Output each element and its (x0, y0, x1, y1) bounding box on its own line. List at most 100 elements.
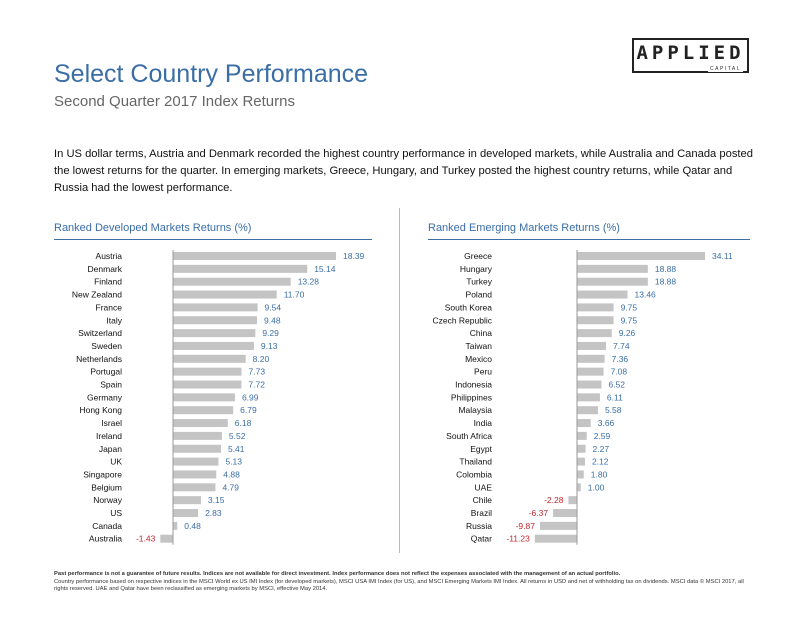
category-label: India (474, 418, 493, 428)
category-label: Malaysia (458, 405, 492, 415)
category-label: Philippines (451, 392, 492, 402)
value-label: 7.08 (611, 367, 628, 377)
bar-qatar (534, 534, 577, 543)
bar-hungary (577, 264, 648, 273)
bar-ireland (173, 431, 222, 440)
category-label: South Korea (445, 302, 493, 312)
category-label: Italy (106, 315, 122, 325)
bar-china (577, 329, 612, 338)
bar-belgium (173, 483, 216, 492)
bar-hong-kong (173, 406, 234, 415)
bar-south-africa (577, 431, 587, 440)
category-label: Thailand (459, 457, 492, 467)
value-label: 7.72 (248, 380, 265, 390)
value-label: 2.12 (592, 457, 609, 467)
category-label: Qatar (471, 534, 492, 544)
value-label: -11.23 (506, 534, 530, 544)
logo-word: APPLIED (636, 42, 745, 64)
bar-france (173, 303, 258, 312)
value-label: 13.28 (298, 277, 320, 287)
value-label: 6.11 (607, 392, 623, 402)
category-label: Turkey (466, 277, 492, 287)
category-label: Taiwan (466, 341, 493, 351)
value-label: 15.14 (314, 264, 336, 274)
category-label: Ireland (96, 431, 122, 441)
emerging-markets-plot: Greece 34.11 Hungary 18.88 Turkey 18.88 Poland… (432, 250, 733, 545)
value-label: 1.00 (588, 482, 605, 492)
value-label: 11.70 (284, 290, 305, 300)
bar-brazil (553, 509, 577, 517)
category-label: Indonesia (455, 380, 492, 390)
category-label: UAE (475, 482, 493, 492)
category-label: Austria (96, 251, 123, 261)
category-label: China (470, 328, 492, 338)
value-label: 2.59 (594, 431, 611, 441)
category-label: Norway (93, 495, 123, 505)
category-label: Poland (466, 290, 493, 300)
bar-philippines (577, 393, 600, 402)
bar-australia (160, 534, 173, 543)
bar-peru (577, 367, 604, 376)
category-label: UK (110, 457, 122, 467)
bar-turkey (577, 277, 648, 286)
value-label: 18.88 (655, 264, 677, 274)
bar-denmark (173, 264, 308, 273)
category-label: Belgium (91, 482, 122, 492)
category-label: Colombia (456, 469, 492, 479)
chart-title-rule (54, 239, 372, 240)
value-label: 9.26 (619, 328, 636, 338)
bar-singapore (173, 470, 217, 479)
bar-south-korea (577, 303, 614, 312)
bar-us (173, 509, 199, 517)
category-label: Denmark (88, 264, 123, 274)
bar-czech-republic (577, 316, 614, 325)
category-label: Greece (464, 251, 492, 261)
value-label: 9.48 (264, 315, 281, 325)
value-label: 4.88 (223, 469, 240, 479)
value-label: 6.52 (608, 380, 625, 390)
bar-portugal (173, 367, 242, 376)
disclaimer: Past performance is not a guarantee of f… (54, 571, 754, 594)
value-label: -2.28 (544, 495, 564, 505)
chart-title-rule (428, 239, 750, 240)
bar-sweden (173, 341, 254, 350)
disclaimer-text: Country performance based on respective … (54, 578, 744, 593)
page-title: Select Country Performance (54, 60, 369, 88)
bar-india (577, 419, 591, 428)
bar-malaysia (577, 406, 598, 415)
value-label: 18.88 (655, 277, 677, 287)
chart-title: Ranked Emerging Markets Returns (%) (428, 222, 620, 234)
category-label: Sweden (91, 341, 122, 351)
intro-paragraph: In US dollar terms, Austria and Denmark … (54, 148, 753, 194)
value-label: 9.75 (621, 302, 638, 312)
bar-russia (539, 521, 577, 530)
bar-uk (173, 457, 219, 466)
category-label: Spain (100, 380, 122, 390)
value-label: 9.29 (262, 328, 279, 338)
bar-chile (568, 496, 577, 505)
bar-netherlands (173, 354, 246, 363)
value-label: 0.48 (184, 521, 201, 531)
developed-markets-plot: Austria 18.39 Denmark 15.14 Finland 13.28 New … (72, 250, 365, 545)
bar-thailand (577, 457, 585, 466)
bar-austria (173, 252, 336, 260)
value-label: 18.39 (343, 251, 365, 261)
logo-frame (632, 38, 749, 73)
bar-italy (173, 316, 258, 325)
category-label: Czech Republic (432, 315, 492, 325)
bar-greece (577, 252, 705, 260)
value-label: 7.36 (612, 354, 629, 364)
bar-new-zealand (173, 290, 277, 299)
value-label: -1.43 (136, 534, 156, 544)
value-label: 7.73 (249, 367, 266, 377)
category-label: Egypt (470, 444, 492, 454)
category-label: Hong Kong (79, 405, 122, 415)
category-label: South Africa (446, 431, 492, 441)
value-label: -6.37 (529, 508, 549, 518)
value-label: 13.46 (635, 290, 657, 300)
value-label: 34.11 (712, 251, 733, 261)
value-label: 6.18 (235, 418, 252, 428)
page-subtitle: Second Quarter 2017 Index Returns (54, 93, 295, 110)
value-label: 5.41 (228, 444, 245, 454)
bar-germany (173, 393, 235, 402)
